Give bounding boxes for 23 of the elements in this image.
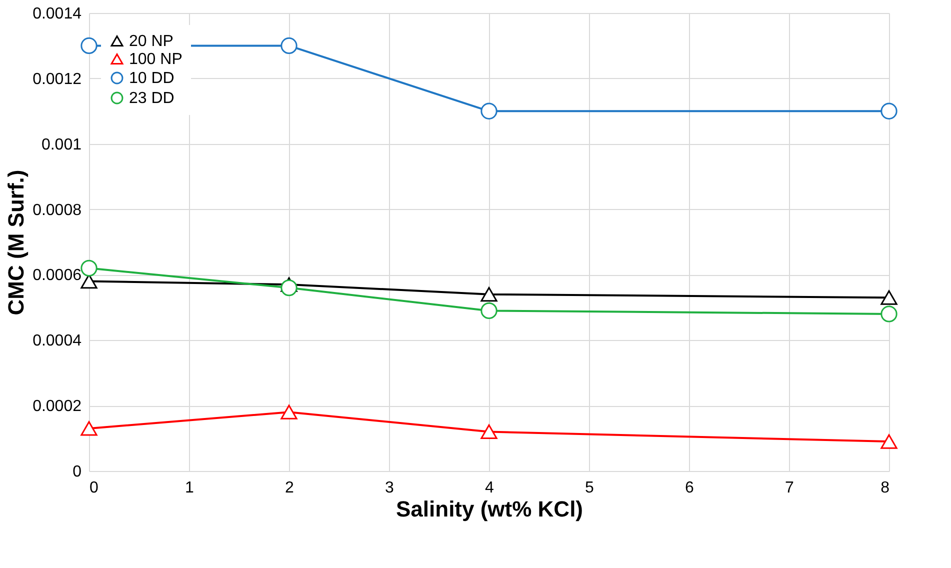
x-tick-label: 0 (90, 480, 98, 496)
legend-label: 20 NP (129, 33, 174, 50)
y-tick-label: 0.0014 (32, 6, 82, 22)
x-tick-label: 8 (880, 480, 890, 496)
y-tick-label: 0.0002 (32, 398, 82, 416)
y-tick-label: 0.0006 (32, 267, 82, 284)
x-tick-label: 6 (685, 480, 694, 496)
legend-label: 100 NP (129, 51, 182, 68)
legend-label: 23 DD (129, 90, 174, 107)
y-tick-label: 0.0004 (32, 332, 82, 350)
legend-label: 10 DD (129, 70, 174, 87)
x-tick-label: 4 (485, 480, 494, 496)
x-tick-label: 3 (385, 480, 394, 496)
x-axis-title: Salinity (wt% KCl) (396, 496, 584, 522)
y-tick-label: 0.0008 (32, 202, 82, 219)
y-tick-label: 0.001 (41, 136, 82, 154)
x-tick-label: 5 (585, 480, 594, 496)
y-tick-label: 0.0012 (32, 70, 82, 88)
x-tick-label: 7 (785, 480, 794, 496)
x-tick-label: 1 (185, 480, 194, 496)
x-tick-label: 2 (285, 480, 294, 496)
y-tick-label: 0 (72, 464, 82, 480)
y-axis-title: CMC (M Surf.) (4, 170, 29, 316)
